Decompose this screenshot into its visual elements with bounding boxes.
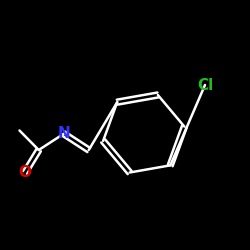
Text: N: N bbox=[58, 126, 70, 141]
Text: Cl: Cl bbox=[197, 78, 213, 92]
Text: O: O bbox=[18, 165, 32, 180]
